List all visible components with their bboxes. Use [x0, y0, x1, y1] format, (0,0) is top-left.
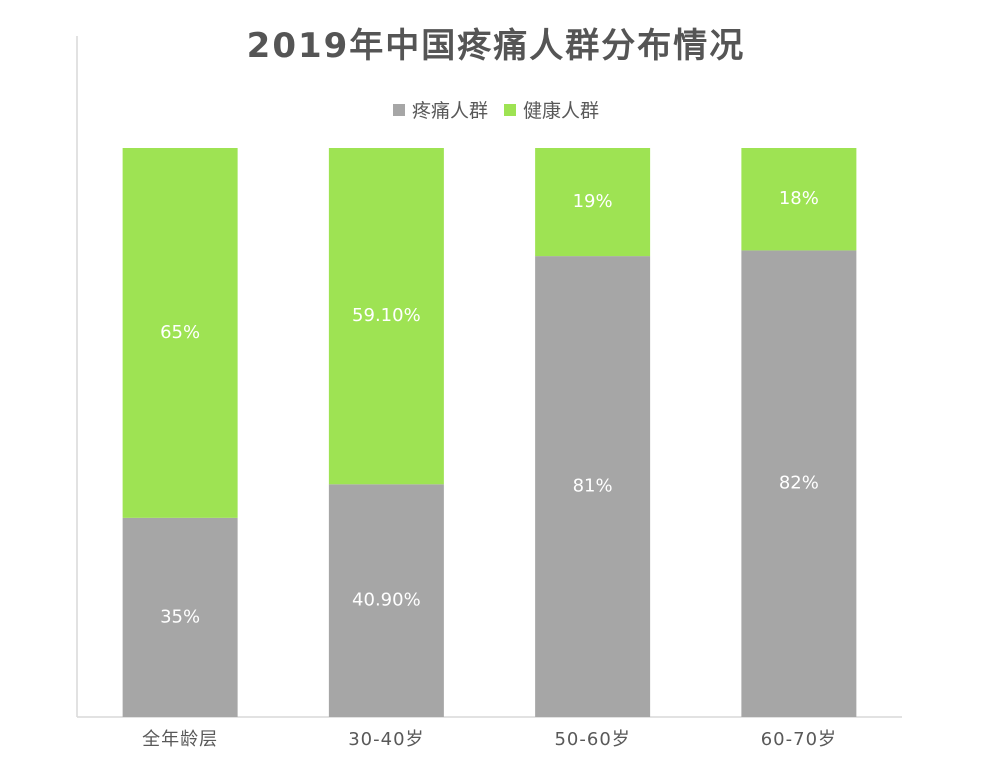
x-tick-label-0: 全年龄层 — [142, 729, 218, 750]
legend-label-pain: 疼痛人群 — [411, 100, 488, 122]
legend-swatch-healthy — [504, 103, 516, 116]
data-label-healthy-2: 19% — [573, 191, 613, 212]
bar-healthy-2 — [535, 148, 651, 257]
x-tick-label-3: 60-70岁 — [761, 729, 837, 750]
bar-healthy-3 — [741, 148, 857, 251]
chart-title: 2019年中国疼痛人群分布情况 — [246, 26, 746, 66]
data-label-pain-2: 81% — [573, 476, 613, 497]
legend-swatch-pain — [392, 103, 405, 116]
bar-healthy-0 — [122, 148, 238, 518]
legend: 疼痛人群 健康人群 — [0, 96, 992, 123]
legend-item-healthy: 健康人群 — [504, 96, 599, 123]
data-label-healthy-1: 59.10% — [352, 305, 421, 326]
x-tick-label-1: 30-40岁 — [348, 729, 424, 750]
data-label-healthy-0: 65% — [160, 322, 200, 343]
bar-pain-3 — [741, 250, 857, 718]
data-label-pain-1: 40.90% — [352, 590, 421, 611]
bar-pain-1 — [328, 484, 444, 717]
data-label-pain-0: 35% — [160, 606, 200, 627]
bar-healthy-1 — [328, 148, 444, 485]
data-label-healthy-3: 18% — [779, 188, 819, 209]
legend-item-pain: 疼痛人群 — [392, 96, 488, 123]
x-tick-label-2: 50-60岁 — [554, 729, 630, 750]
legend-label-healthy: 健康人群 — [523, 100, 600, 122]
bar-pain-0 — [122, 517, 238, 717]
bar-pain-2 — [535, 256, 651, 717]
data-label-pain-3: 82% — [779, 473, 819, 494]
